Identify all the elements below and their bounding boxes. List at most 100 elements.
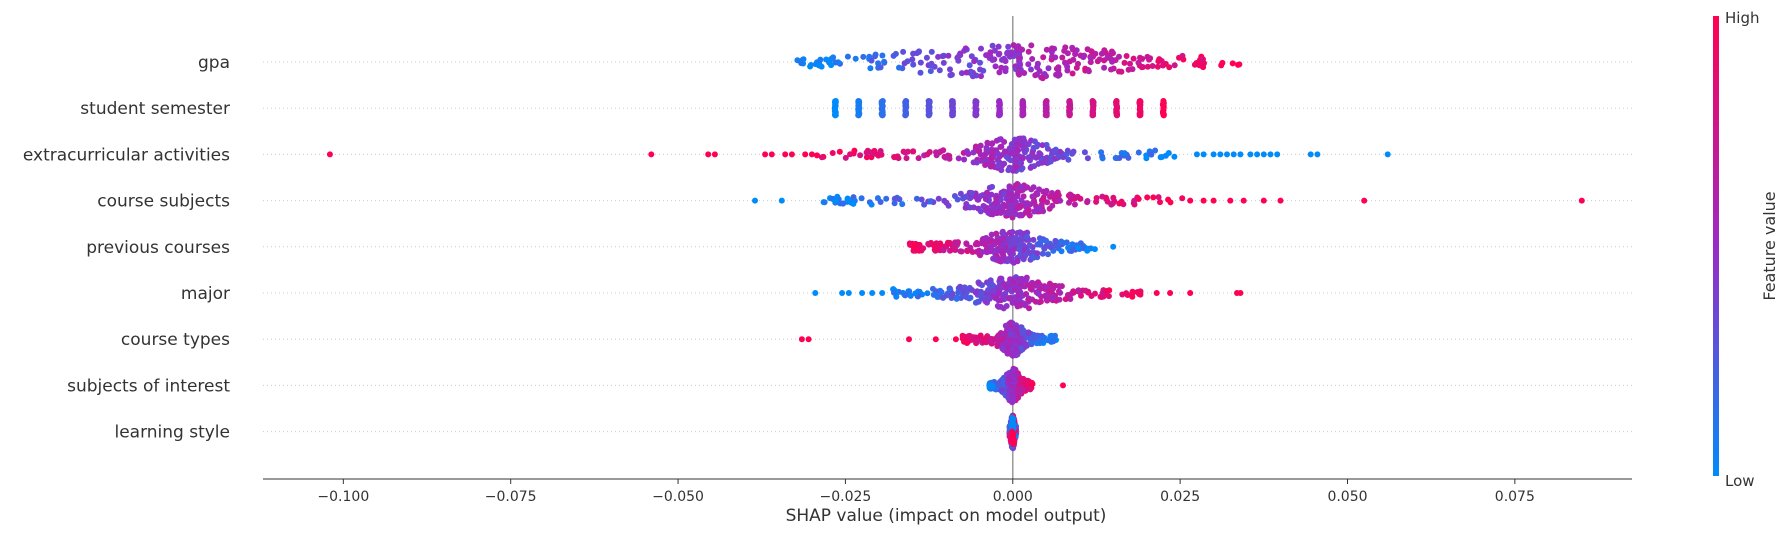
shap-point-course-subjects — [891, 200, 898, 207]
shap-point-student-semester — [1113, 112, 1120, 119]
shap-point-extracurricular-activities — [711, 151, 718, 158]
shap-point-course-subjects — [951, 193, 958, 199]
shap-point-extracurricular-activities — [1057, 148, 1064, 155]
colorbar-gradient — [1713, 16, 1719, 476]
shap-point-extracurricular-activities — [871, 147, 878, 154]
shap-point-student-semester — [1019, 112, 1026, 119]
shap-point-gpa — [860, 53, 867, 60]
shap-point-gpa — [927, 68, 934, 75]
shap-point-major — [957, 283, 964, 290]
shap-point-previous-courses — [995, 255, 1001, 262]
shap-point-extracurricular-activities — [1098, 149, 1105, 156]
shap-point-course-subjects — [877, 199, 884, 205]
shap-point-course-subjects — [1028, 186, 1035, 193]
shap-point-extracurricular-activities — [1027, 164, 1034, 171]
shap-point-gpa — [939, 53, 946, 60]
shap-point-extracurricular-activities — [976, 147, 983, 154]
shap-point-previous-courses — [1011, 240, 1018, 247]
shap-point-student-semester — [832, 112, 839, 119]
shap-point-extracurricular-activities — [1384, 151, 1391, 158]
shap-point-gpa — [928, 48, 935, 55]
shap-point-extracurricular-activities — [989, 140, 996, 147]
shap-point-previous-courses — [1065, 244, 1072, 251]
shap-point-major — [1075, 288, 1082, 295]
shap-point-course-types — [983, 334, 990, 341]
shap-point-gpa — [991, 56, 998, 63]
shap-point-extracurricular-activities — [1200, 151, 1207, 158]
shap-point-gpa — [1198, 62, 1205, 69]
shap-point-gpa — [1049, 45, 1055, 52]
shap-point-major — [969, 287, 975, 293]
colorbar-high-label: High — [1725, 9, 1759, 27]
shap-point-gpa — [998, 64, 1005, 71]
shap-point-course-types — [1028, 335, 1035, 342]
shap-point-major — [1005, 280, 1012, 286]
shap-point-student-semester — [855, 112, 862, 119]
shap-point-course-subjects — [1020, 193, 1027, 200]
shap-point-extracurricular-activities — [857, 152, 864, 159]
shap-point-major — [987, 277, 994, 284]
x-tick-label: 0.075 — [1495, 489, 1535, 505]
shap-point-gpa — [978, 73, 984, 80]
shap-point-gpa — [917, 59, 924, 66]
shap-point-major — [1187, 290, 1194, 296]
shap-point-course-subjects — [1179, 195, 1186, 202]
shap-point-student-semester — [1066, 112, 1073, 119]
shap-point-extracurricular-activities — [937, 148, 944, 155]
shap-point-gpa — [1085, 68, 1092, 75]
shap-point-major — [1067, 291, 1074, 298]
shap-point-extracurricular-activities — [1307, 151, 1314, 158]
shap-point-extracurricular-activities — [1007, 157, 1014, 164]
shap-point-course-types — [805, 336, 812, 343]
shap-point-gpa — [1059, 54, 1066, 61]
shap-point-course-subjects — [891, 195, 898, 202]
shap-point-course-types — [906, 336, 912, 343]
shap-point-gpa — [1069, 70, 1076, 77]
shap-point-extracurricular-activities — [788, 151, 795, 158]
shap-point-previous-courses — [1014, 258, 1021, 265]
shap-point-gpa — [1144, 53, 1151, 60]
shap-point-gpa — [1123, 53, 1130, 59]
shap-point-course-subjects — [1150, 194, 1157, 201]
shap-point-course-types — [1050, 338, 1057, 345]
shap-point-gpa — [868, 57, 875, 64]
shap-point-extracurricular-activities — [1007, 150, 1014, 157]
shap-point-gpa — [923, 54, 930, 61]
shap-point-extracurricular-activities — [1274, 151, 1281, 158]
shap-point-major — [1035, 290, 1042, 297]
shap-point-extracurricular-activities — [903, 155, 910, 162]
shap-point-course-subjects — [821, 199, 828, 206]
shap-point-major — [1237, 290, 1244, 296]
shap-point-gpa — [881, 58, 888, 65]
shap-point-gpa — [1069, 44, 1076, 51]
shap-point-gpa — [1087, 59, 1094, 66]
shap-point-course-types — [987, 338, 994, 345]
shap-point-extracurricular-activities — [863, 149, 870, 156]
shap-point-gpa — [992, 63, 999, 70]
shap-point-course-subjects — [868, 201, 875, 208]
shap-point-course-types — [994, 343, 1001, 350]
shap-point-major — [1000, 292, 1007, 298]
shap-point-major — [1056, 283, 1062, 290]
shap-point-course-types — [999, 336, 1006, 343]
shap-point-gpa — [828, 62, 835, 69]
shap-point-course-subjects — [927, 198, 934, 205]
shap-point-course-subjects — [993, 195, 1000, 202]
shap-point-course-types — [952, 336, 959, 343]
shap-point-gpa — [852, 55, 859, 62]
shap-point-extracurricular-activities — [998, 143, 1005, 150]
shap-point-learning-style — [1010, 441, 1017, 448]
shap-point-course-subjects — [778, 197, 785, 204]
shap-point-extracurricular-activities — [808, 151, 815, 158]
shap-point-extracurricular-activities — [1267, 151, 1274, 158]
shap-point-course-subjects — [1074, 193, 1081, 200]
colorbar: High Low Feature value — [1713, 9, 1779, 490]
shap-point-extracurricular-activities — [1217, 151, 1224, 158]
shap-point-previous-courses — [1014, 230, 1021, 236]
shap-point-major — [1129, 288, 1136, 295]
shap-point-gpa — [1229, 60, 1236, 67]
x-axis-ticks: −0.100 −0.075 −0.050 −0.025 0.000 0.025 0.050 0… — [317, 479, 1535, 505]
shap-point-extracurricular-activities — [977, 142, 984, 149]
shap-point-subjects-of-interest — [1017, 385, 1024, 392]
shap-point-course-subjects — [977, 193, 984, 200]
